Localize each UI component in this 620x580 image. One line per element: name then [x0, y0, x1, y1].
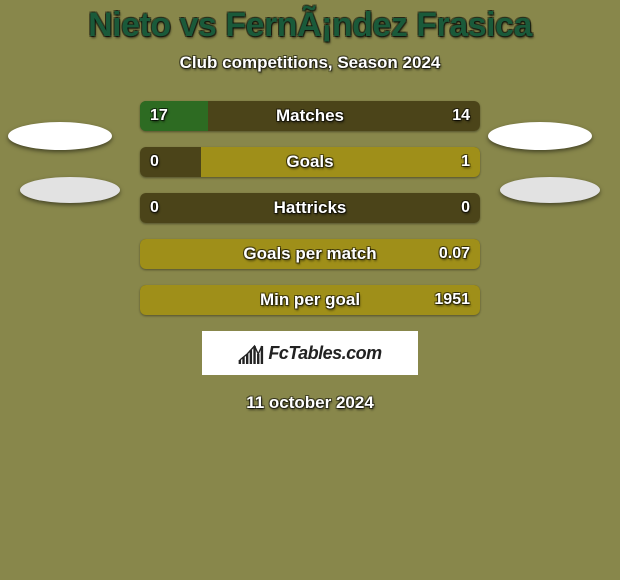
stat-value-right: 1 [461, 147, 470, 177]
stat-row: Goals0 1 [0, 147, 620, 177]
decorative-ellipse [488, 122, 592, 150]
logo-box: FcTables.com [202, 331, 418, 375]
stat-label: Hattricks [140, 193, 480, 223]
stat-row: Goals per match0.07 [0, 239, 620, 269]
decorative-ellipse [20, 177, 120, 203]
subtitle: Club competitions, Season 2024 [0, 53, 620, 73]
stat-label: Min per goal [140, 285, 480, 315]
decorative-ellipse [500, 177, 600, 203]
stat-bar: Hattricks0 0 [140, 193, 480, 223]
date-text: 11 october 2024 [0, 393, 620, 413]
stat-label: Goals [140, 147, 480, 177]
stat-bar: Matches17 14 [140, 101, 480, 131]
stat-label: Matches [140, 101, 480, 131]
stat-bar: Goals per match0.07 [140, 239, 480, 269]
stat-value-right: 14 [452, 101, 470, 131]
stat-row: Min per goal1951 [0, 285, 620, 315]
page-title: Nieto vs FernÃ¡ndez Frasica [0, 6, 620, 45]
logo-text: FcTables.com [268, 343, 381, 364]
stat-value-left: 0 [150, 193, 159, 223]
stat-bar: Goals0 1 [140, 147, 480, 177]
stat-label: Goals per match [140, 239, 480, 269]
stat-value-left: 17 [150, 101, 168, 131]
decorative-ellipse [8, 122, 112, 150]
stat-value-right: 1951 [434, 285, 470, 315]
comparison-infographic: Nieto vs FernÃ¡ndez Frasica Club competi… [0, 0, 620, 580]
logo-chart-icon [238, 342, 264, 364]
stat-value-right: 0 [461, 193, 470, 223]
stat-value-right: 0.07 [439, 239, 470, 269]
stat-bar: Min per goal1951 [140, 285, 480, 315]
stat-value-left: 0 [150, 147, 159, 177]
